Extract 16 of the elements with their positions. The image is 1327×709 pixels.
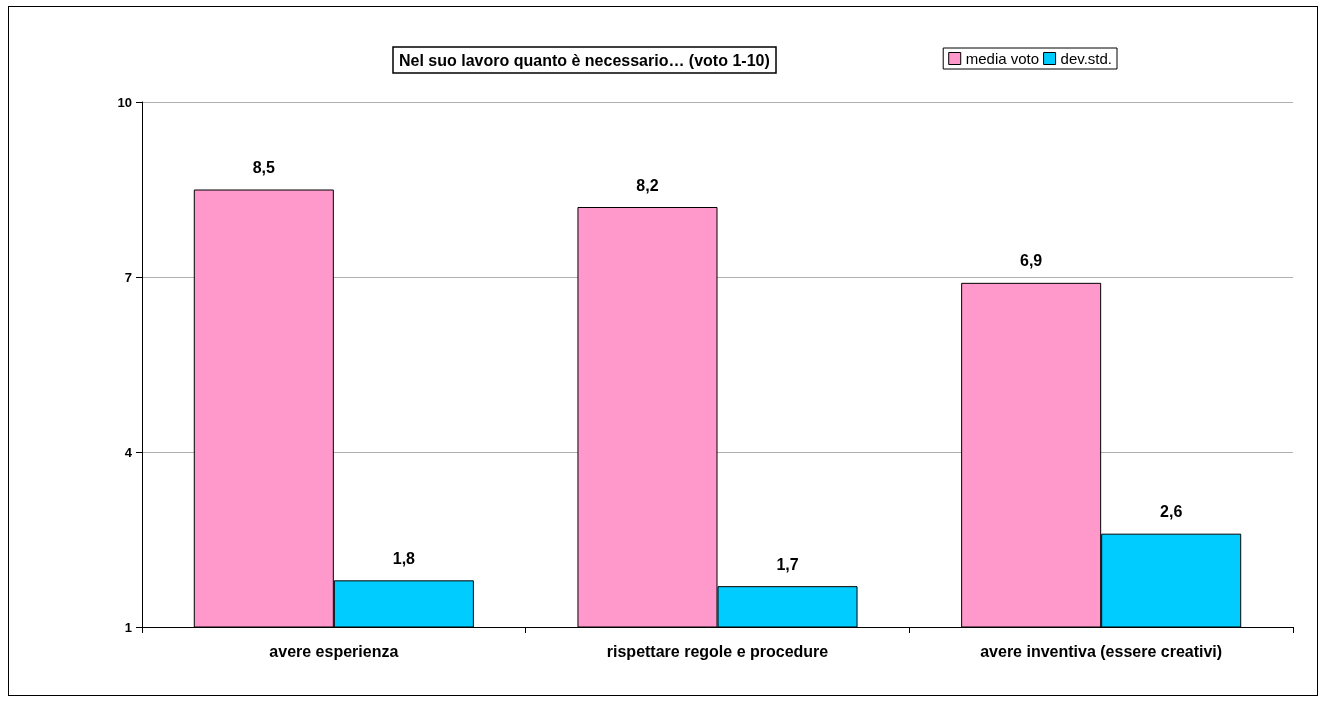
legend-label: media voto xyxy=(965,50,1040,67)
x-tick-label: avere inventiva (essere creativi) xyxy=(980,642,1223,660)
data-label: 1,7 xyxy=(776,555,799,573)
x-tick-label: avere esperienza xyxy=(269,642,399,660)
data-label: 1,8 xyxy=(392,549,416,567)
data-label: 6,9 xyxy=(1020,252,1043,270)
legend-label: dev.std. xyxy=(1060,50,1113,67)
chart-title: Nel suo lavoro quanto è necessario… (voto 1-10) xyxy=(399,51,770,69)
data-label: 2,6 xyxy=(1160,503,1183,521)
y-tick-label: 4 xyxy=(124,444,133,460)
data-label: 8,5 xyxy=(252,159,276,176)
y-tick-label: 7 xyxy=(124,269,132,285)
y-tick-label: 1 xyxy=(124,619,132,635)
data-label: 8,2 xyxy=(636,176,659,194)
y-tick-label: 10 xyxy=(117,94,132,110)
x-tick-label: rispettare regole e procedure xyxy=(606,642,829,660)
